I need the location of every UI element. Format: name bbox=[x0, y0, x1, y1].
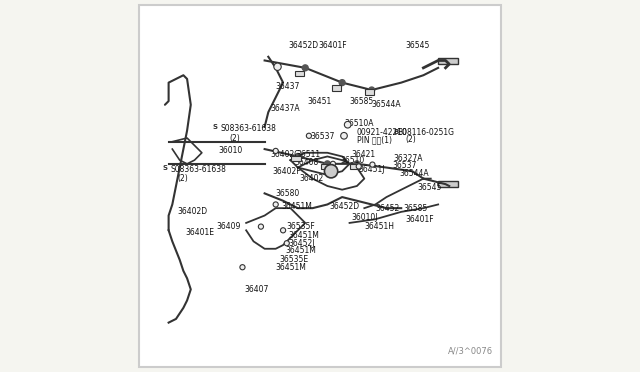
Bar bbox=[295, 71, 304, 76]
Circle shape bbox=[295, 154, 301, 160]
Text: 36451J: 36451J bbox=[359, 165, 385, 174]
Circle shape bbox=[344, 121, 351, 128]
Circle shape bbox=[339, 80, 345, 86]
Text: 36580: 36580 bbox=[276, 189, 300, 198]
Text: A//3^0076: A//3^0076 bbox=[449, 347, 493, 356]
Circle shape bbox=[273, 148, 278, 154]
Text: 36585: 36585 bbox=[403, 203, 428, 213]
Text: 36402G: 36402G bbox=[270, 150, 300, 159]
Circle shape bbox=[302, 65, 308, 71]
Text: 36409: 36409 bbox=[216, 222, 241, 231]
Bar bbox=[365, 89, 374, 94]
Text: 36585: 36585 bbox=[349, 97, 374, 106]
Text: (2): (2) bbox=[230, 134, 240, 142]
Text: 00921-42210: 00921-42210 bbox=[357, 128, 408, 137]
Text: B08116-0251G: B08116-0251G bbox=[397, 128, 454, 137]
Text: 36408: 36408 bbox=[294, 157, 319, 167]
Text: S08363-61638: S08363-61638 bbox=[220, 124, 276, 133]
Text: 36437A: 36437A bbox=[270, 104, 300, 113]
Text: 36544A: 36544A bbox=[399, 169, 429, 177]
Text: 36510A: 36510A bbox=[344, 119, 374, 128]
Circle shape bbox=[324, 164, 338, 178]
Circle shape bbox=[370, 162, 375, 167]
Text: 36010J: 36010J bbox=[351, 213, 378, 222]
Text: 36545: 36545 bbox=[418, 183, 442, 192]
Circle shape bbox=[284, 241, 289, 246]
Text: 36545: 36545 bbox=[405, 41, 429, 50]
Circle shape bbox=[356, 164, 362, 169]
Text: 36544A: 36544A bbox=[372, 100, 401, 109]
Text: 36535F: 36535F bbox=[287, 222, 316, 231]
Text: 36402F: 36402F bbox=[272, 167, 301, 176]
Bar bbox=[321, 164, 330, 169]
Circle shape bbox=[273, 202, 278, 207]
Bar bbox=[351, 164, 360, 169]
Text: 36451M: 36451M bbox=[276, 263, 307, 272]
Text: 36402D: 36402D bbox=[178, 207, 208, 217]
Text: PIN ピン(1): PIN ピン(1) bbox=[357, 135, 392, 144]
Text: 36010: 36010 bbox=[218, 147, 243, 155]
Circle shape bbox=[369, 87, 374, 93]
Text: 36451: 36451 bbox=[307, 97, 332, 106]
Text: 36452D: 36452D bbox=[329, 202, 359, 211]
Circle shape bbox=[274, 63, 281, 70]
Text: (2): (2) bbox=[405, 135, 415, 144]
Text: 36402: 36402 bbox=[300, 174, 324, 183]
Circle shape bbox=[280, 228, 285, 233]
Text: 36327A: 36327A bbox=[394, 154, 423, 163]
Text: 36537: 36537 bbox=[311, 132, 335, 141]
Circle shape bbox=[340, 132, 348, 139]
Text: 36451H: 36451H bbox=[364, 222, 394, 231]
Bar bbox=[438, 181, 458, 187]
Text: 36451M: 36451M bbox=[289, 231, 319, 240]
Text: 36535E: 36535E bbox=[280, 255, 308, 264]
Circle shape bbox=[307, 133, 312, 138]
Text: 36401F: 36401F bbox=[405, 215, 433, 224]
Text: 36510: 36510 bbox=[340, 155, 365, 165]
Circle shape bbox=[259, 224, 264, 229]
Bar bbox=[291, 155, 301, 161]
Text: S: S bbox=[163, 164, 168, 170]
Text: 36537: 36537 bbox=[392, 161, 417, 170]
Text: S08363-61638: S08363-61638 bbox=[170, 165, 227, 174]
Text: 36452D: 36452D bbox=[289, 41, 319, 50]
Circle shape bbox=[354, 161, 360, 167]
Text: 36437: 36437 bbox=[276, 82, 300, 91]
Text: 36401F: 36401F bbox=[318, 41, 347, 50]
Text: 36451M: 36451M bbox=[281, 202, 312, 211]
FancyBboxPatch shape bbox=[139, 5, 501, 367]
Text: 36407: 36407 bbox=[244, 285, 269, 294]
Text: 36451M: 36451M bbox=[285, 246, 316, 255]
Text: 36452: 36452 bbox=[376, 203, 399, 213]
Text: B: B bbox=[393, 129, 398, 135]
Circle shape bbox=[324, 161, 330, 167]
Bar bbox=[332, 86, 341, 91]
Bar bbox=[438, 58, 458, 64]
Text: 36452J: 36452J bbox=[289, 239, 315, 248]
Text: 36511: 36511 bbox=[296, 150, 320, 159]
Text: (2): (2) bbox=[178, 174, 189, 183]
Text: S: S bbox=[212, 124, 217, 130]
Text: 36421: 36421 bbox=[351, 150, 376, 159]
Circle shape bbox=[240, 264, 245, 270]
Circle shape bbox=[330, 161, 335, 166]
Text: 36401E: 36401E bbox=[185, 228, 214, 237]
